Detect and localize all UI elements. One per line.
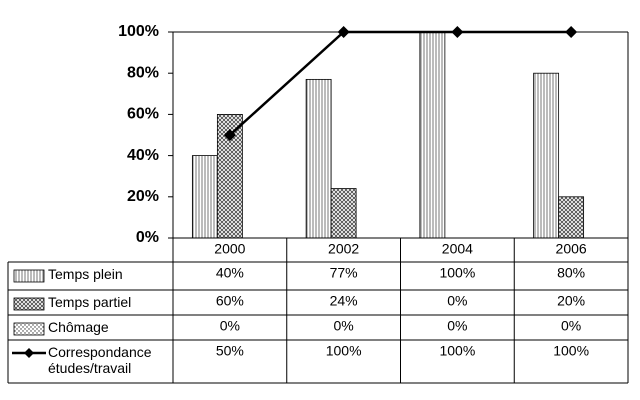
data-label: 0% <box>447 293 467 309</box>
bar <box>419 31 446 239</box>
line-marker <box>565 26 578 38</box>
line-marker <box>451 26 464 38</box>
bar <box>305 78 332 239</box>
legend-label: Temps plein <box>48 266 123 282</box>
data-label: 100% <box>326 343 362 359</box>
line-marker <box>223 129 236 141</box>
data-label: 0% <box>447 318 467 334</box>
x-tick-label: 2002 <box>328 241 359 257</box>
data-label: 100% <box>439 265 475 281</box>
legend-label-box: Temps partiel <box>48 294 132 310</box>
data-label: 0% <box>220 318 240 334</box>
x-tick-label: 2000 <box>214 241 245 257</box>
legend-swatch <box>13 297 45 311</box>
legend-swatch <box>13 322 45 336</box>
data-label: 80% <box>557 265 585 281</box>
bar <box>191 155 218 239</box>
y-tick-label: 20% <box>127 188 159 205</box>
y-tick-label: 0% <box>136 229 159 246</box>
data-label: 40% <box>216 265 244 281</box>
x-tick-label: 2004 <box>442 241 473 257</box>
legend-marker <box>24 348 34 358</box>
y-tick-label: 100% <box>118 23 159 40</box>
data-label: 77% <box>330 265 358 281</box>
data-label: 50% <box>216 343 244 359</box>
data-label: 0% <box>334 318 354 334</box>
y-tick-label: 40% <box>127 147 159 164</box>
bar <box>533 72 560 239</box>
legend-label: Temps partiel <box>48 294 132 310</box>
data-label: 20% <box>557 293 585 309</box>
legend-label-box: Temps plein <box>48 266 123 282</box>
legend-label-box: Chômage <box>48 319 109 335</box>
data-label: 100% <box>439 343 475 359</box>
legend-label: Chômage <box>48 319 109 335</box>
legend-label-box: Correspondance études/travail <box>48 344 152 376</box>
data-label: 24% <box>330 293 358 309</box>
x-tick-label: 2006 <box>556 241 587 257</box>
bar <box>558 196 585 239</box>
bar <box>330 188 357 239</box>
y-tick-label: 60% <box>127 106 159 123</box>
line-marker <box>337 26 350 38</box>
data-label: 100% <box>553 343 589 359</box>
legend-label: Correspondance études/travail <box>48 344 152 376</box>
data-label: 60% <box>216 293 244 309</box>
y-tick-label: 80% <box>127 64 159 81</box>
line <box>229 30 572 136</box>
legend-swatch <box>13 269 45 283</box>
data-label: 0% <box>561 318 581 334</box>
